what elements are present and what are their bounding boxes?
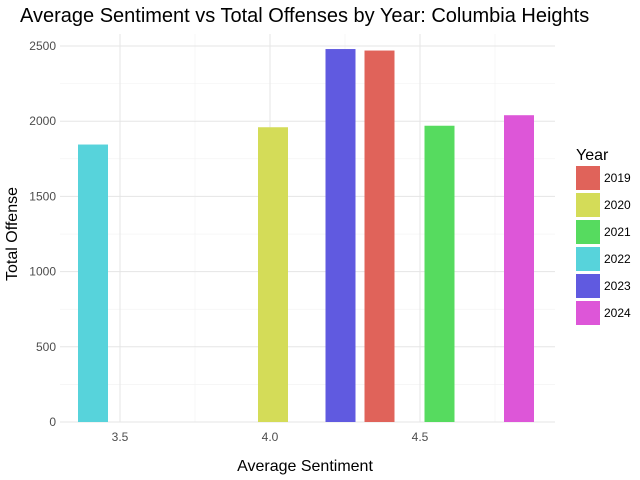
bar-2021 <box>424 125 455 422</box>
x-tick-label: 4.0 <box>262 430 279 444</box>
legend-swatch-2020 <box>576 193 600 217</box>
chart-title: Average Sentiment vs Total Offenses by Y… <box>20 5 589 27</box>
y-tick-label: 0 <box>49 415 56 429</box>
bar-2019 <box>364 50 395 423</box>
legend-title: Year <box>576 147 609 164</box>
y-tick-label: 2500 <box>29 39 56 53</box>
bar-2023 <box>325 49 356 423</box>
legend-label-2019: 2019 <box>604 171 631 185</box>
y-tick-label: 1500 <box>29 189 56 203</box>
x-tick-label: 4.5 <box>412 430 429 444</box>
legend-label-2022: 2022 <box>604 252 631 266</box>
legend-swatch-2023 <box>576 274 600 298</box>
legend-label-2023: 2023 <box>604 279 631 293</box>
legend-swatch-2021 <box>576 220 600 244</box>
legend-label-2024: 2024 <box>604 306 631 320</box>
legend-label-2021: 2021 <box>604 225 631 239</box>
legend-swatch-2024 <box>576 301 600 325</box>
y-tick-label: 500 <box>36 340 56 354</box>
bar-2020 <box>258 127 288 423</box>
legend-label-2020: 2020 <box>604 198 631 212</box>
x-tick-label: 3.5 <box>112 430 129 444</box>
y-axis-title: Total Offense <box>4 187 21 281</box>
plot-area: 0 500 1000 1500 2000 2500 3.5 4.0 4.5 <box>29 34 555 444</box>
legend: 2019 2020 2021 2022 2023 2024 <box>576 166 631 325</box>
bar-2024 <box>504 115 534 423</box>
legend-swatch-2019 <box>576 166 600 190</box>
bar-2022 <box>78 144 108 422</box>
y-tick-label: 1000 <box>29 265 56 279</box>
x-axis-title: Average Sentiment <box>237 458 373 475</box>
legend-swatch-2022 <box>576 247 600 271</box>
y-tick-label: 2000 <box>29 114 56 128</box>
